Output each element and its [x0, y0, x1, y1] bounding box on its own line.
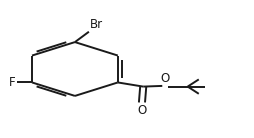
Text: O: O	[160, 71, 169, 84]
Text: O: O	[137, 104, 147, 117]
Text: F: F	[8, 76, 15, 89]
Text: Br: Br	[90, 18, 103, 31]
